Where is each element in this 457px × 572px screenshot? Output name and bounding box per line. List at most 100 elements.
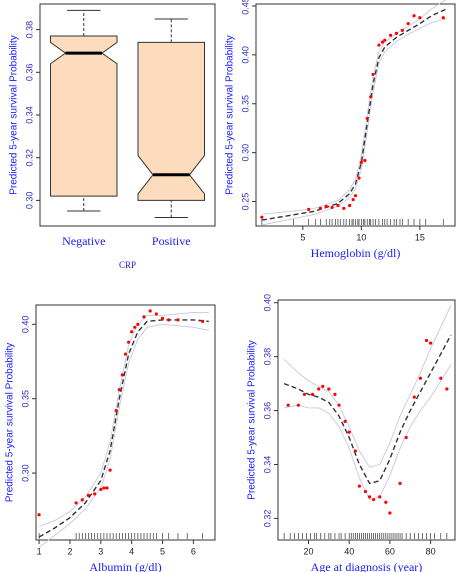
box — [50, 35, 118, 197]
x-tick-label: 3 — [98, 546, 103, 556]
data-point — [302, 392, 307, 396]
y-tick-label: 0.34 — [24, 106, 34, 124]
panel: 0.30 0.32 0.34 0.36 0.38 Predicted 5-year sur… — [9, 3, 216, 270]
data-point — [333, 392, 337, 396]
fit-line — [283, 334, 452, 485]
data-point — [363, 158, 367, 163]
panel: 0.30 0.35 0.40 Predicted 5-year survival Pr… — [5, 304, 216, 572]
y-tick-label: 0.30 — [20, 464, 30, 482]
data-point — [384, 500, 388, 504]
data-point — [418, 376, 423, 380]
data-point — [372, 497, 376, 502]
data-point — [342, 206, 346, 210]
x-tick-label: 2 — [67, 546, 72, 556]
data-point — [74, 501, 78, 505]
data-point — [260, 215, 264, 219]
y-tick-label: 0.32 — [262, 510, 272, 528]
ci-line — [38, 323, 209, 548]
data-point — [148, 309, 152, 313]
y-tick-label: 0.40 — [20, 316, 30, 334]
data-point — [388, 511, 392, 515]
data-point — [380, 40, 385, 44]
data-point — [108, 468, 112, 472]
y-tick-label: 0.36 — [24, 64, 34, 82]
x-tick-label: 20 — [304, 546, 314, 556]
data-point — [80, 498, 84, 502]
data-point — [412, 14, 416, 18]
y-tick-label: 0.30 — [240, 144, 250, 162]
data-point — [398, 481, 402, 485]
y-axis-label: Predicted 5-year survival Probability — [225, 35, 236, 195]
y-tick-label: 0.40 — [262, 294, 272, 312]
data-point — [441, 16, 445, 20]
data-point — [126, 340, 131, 344]
data-point — [406, 21, 410, 26]
data-point — [310, 392, 315, 396]
y-axis-label: Predicted 5-year survival Probability — [247, 340, 258, 500]
y-axis-label: Predicted 5-year survival Probability — [9, 35, 20, 195]
data-point — [318, 206, 322, 210]
data-point — [424, 338, 429, 343]
data-point — [130, 330, 134, 334]
x-tick-label: 6 — [191, 546, 196, 556]
data-point — [363, 489, 368, 494]
data-point — [351, 197, 355, 202]
data-point — [160, 316, 165, 320]
data-point — [369, 95, 373, 99]
x-tick-label: 10 — [356, 232, 366, 242]
data-point — [286, 403, 290, 407]
plot-frame — [35, 304, 216, 541]
plot-frame — [255, 3, 456, 227]
data-point — [383, 38, 387, 42]
x-tick-label: 80 — [426, 546, 436, 556]
data-point — [412, 395, 416, 399]
panel: 0.25 0.30 0.35 0.40 0.45 Predicted 5-year sur… — [225, 0, 456, 260]
data-point — [136, 322, 140, 326]
data-point — [123, 352, 128, 356]
ci-line — [261, 18, 447, 226]
data-point — [99, 487, 103, 492]
data-point — [133, 325, 137, 329]
y-tick-label: 0.38 — [262, 348, 272, 366]
fit-line — [261, 8, 448, 221]
data-point — [296, 403, 300, 407]
data-point — [86, 493, 91, 497]
data-point — [359, 160, 363, 165]
data-point — [321, 384, 325, 388]
data-point — [307, 207, 311, 211]
x-tick-label: 1 — [37, 546, 42, 556]
x-axis-label: Hemoglobin (g/dl) — [311, 246, 401, 260]
y-tick-label: 0.45 — [240, 0, 250, 15]
data-point — [394, 31, 399, 35]
plot-frame — [277, 299, 456, 541]
data-point — [357, 176, 361, 180]
data-point — [389, 33, 393, 37]
fit-line — [38, 319, 209, 538]
category-label: Positive — [152, 234, 191, 248]
y-tick-label: 0.35 — [20, 390, 30, 408]
data-point — [167, 318, 171, 322]
category-label: Negative — [62, 234, 105, 248]
data-point — [37, 513, 41, 517]
data-point — [343, 419, 347, 423]
data-point — [176, 318, 180, 322]
data-point — [117, 388, 121, 392]
data-point — [102, 486, 106, 490]
data-point — [400, 28, 404, 33]
data-point — [330, 205, 334, 210]
x-tick-label: 5 — [160, 546, 165, 556]
data-point — [353, 449, 357, 453]
data-point — [327, 387, 331, 391]
ci-line — [284, 364, 452, 501]
y-axis-label: Predicted 5-year survival Probability — [5, 343, 16, 503]
data-point — [439, 376, 443, 380]
x-axis-label: Albumin (g/dl) — [89, 560, 161, 572]
data-point — [324, 204, 328, 209]
y-tick-label: 0.25 — [240, 193, 250, 211]
x-tick-label: 5 — [300, 232, 305, 242]
ci-line — [283, 305, 452, 468]
data-point — [378, 495, 382, 499]
data-point — [105, 486, 109, 490]
data-point — [114, 409, 118, 413]
